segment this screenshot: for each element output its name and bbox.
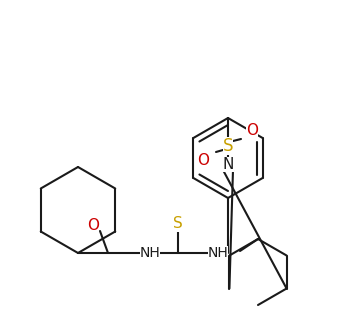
Text: N: N: [222, 156, 234, 172]
Text: S: S: [173, 216, 183, 232]
Text: S: S: [223, 137, 233, 155]
Text: NH: NH: [208, 246, 228, 260]
Text: O: O: [87, 219, 99, 233]
Text: O: O: [246, 122, 258, 137]
Text: O: O: [197, 153, 209, 167]
Text: NH: NH: [139, 246, 160, 260]
